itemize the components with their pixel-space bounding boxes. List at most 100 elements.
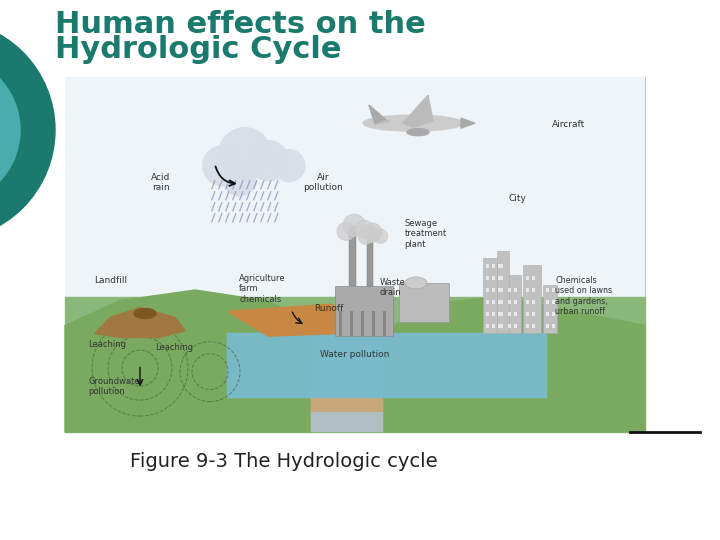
Text: Figure 9-3 The Hydrologic cycle: Figure 9-3 The Hydrologic cycle bbox=[130, 452, 438, 471]
Circle shape bbox=[249, 141, 289, 181]
Bar bbox=[546, 323, 549, 328]
Bar bbox=[492, 323, 495, 328]
Bar bbox=[485, 288, 489, 292]
Text: Hydrologic Cycle: Hydrologic Cycle bbox=[55, 35, 341, 64]
Polygon shape bbox=[228, 304, 366, 336]
Bar bbox=[552, 323, 554, 328]
Bar bbox=[505, 275, 521, 333]
Bar bbox=[531, 323, 534, 328]
Bar bbox=[513, 288, 516, 292]
Ellipse shape bbox=[405, 277, 427, 289]
Polygon shape bbox=[369, 105, 385, 123]
Bar bbox=[383, 311, 386, 336]
Bar bbox=[498, 300, 500, 303]
Circle shape bbox=[343, 214, 365, 236]
Bar bbox=[508, 288, 510, 292]
Bar bbox=[498, 312, 500, 315]
Bar bbox=[552, 312, 554, 315]
Circle shape bbox=[364, 223, 382, 241]
Circle shape bbox=[337, 222, 355, 240]
Bar bbox=[552, 300, 554, 303]
Ellipse shape bbox=[134, 308, 156, 319]
Bar bbox=[526, 312, 528, 315]
Text: Water pollution: Water pollution bbox=[320, 350, 390, 359]
Polygon shape bbox=[228, 333, 546, 396]
Bar bbox=[492, 275, 495, 280]
Bar bbox=[526, 275, 528, 280]
Bar bbox=[500, 264, 503, 268]
Polygon shape bbox=[403, 95, 433, 127]
Circle shape bbox=[203, 146, 243, 186]
Bar bbox=[338, 311, 342, 336]
Bar bbox=[500, 275, 503, 280]
Polygon shape bbox=[384, 297, 645, 432]
Bar bbox=[526, 288, 528, 292]
Polygon shape bbox=[95, 307, 185, 338]
Bar bbox=[498, 264, 500, 268]
Bar bbox=[546, 288, 549, 292]
Bar bbox=[523, 265, 541, 333]
Text: Runoff: Runoff bbox=[315, 304, 343, 313]
Bar bbox=[361, 311, 364, 336]
Bar bbox=[513, 323, 516, 328]
Bar bbox=[65, 413, 645, 432]
Ellipse shape bbox=[363, 115, 463, 131]
Bar bbox=[372, 311, 375, 336]
Bar bbox=[492, 264, 495, 268]
Bar bbox=[500, 300, 503, 303]
Text: Aircraft: Aircraft bbox=[552, 119, 585, 129]
Text: Human effects on the: Human effects on the bbox=[55, 10, 426, 39]
Bar bbox=[492, 288, 495, 292]
Bar bbox=[349, 226, 356, 286]
Bar bbox=[65, 396, 645, 432]
Bar bbox=[498, 288, 500, 292]
Bar bbox=[65, 77, 645, 297]
Bar bbox=[526, 300, 528, 303]
Bar bbox=[335, 286, 392, 336]
Bar bbox=[546, 300, 549, 303]
Bar bbox=[485, 275, 489, 280]
Text: Sewage
treatment
plant: Sewage treatment plant bbox=[405, 219, 446, 249]
Bar bbox=[531, 312, 534, 315]
Text: Acid
rain: Acid rain bbox=[151, 173, 171, 192]
Bar bbox=[531, 275, 534, 280]
Bar bbox=[498, 275, 500, 280]
Bar bbox=[531, 300, 534, 303]
Text: City: City bbox=[508, 194, 526, 203]
Text: Landfill: Landfill bbox=[94, 276, 127, 285]
Bar bbox=[498, 323, 500, 328]
Bar bbox=[492, 312, 495, 315]
Text: Groundwater
pollution: Groundwater pollution bbox=[89, 377, 143, 396]
Text: Leaching: Leaching bbox=[89, 340, 126, 349]
Circle shape bbox=[359, 230, 373, 244]
Bar bbox=[500, 288, 503, 292]
Circle shape bbox=[273, 150, 305, 182]
Bar bbox=[543, 285, 557, 333]
Polygon shape bbox=[461, 118, 475, 128]
Bar bbox=[508, 300, 510, 303]
Bar bbox=[398, 283, 449, 322]
Bar bbox=[350, 311, 353, 336]
Bar bbox=[526, 323, 528, 328]
Bar bbox=[546, 312, 549, 315]
Bar bbox=[492, 300, 495, 303]
Circle shape bbox=[355, 220, 373, 238]
Circle shape bbox=[219, 128, 271, 180]
Bar bbox=[500, 312, 503, 315]
Circle shape bbox=[0, 55, 20, 205]
Text: Leaching: Leaching bbox=[155, 343, 193, 352]
Bar bbox=[508, 323, 510, 328]
Ellipse shape bbox=[407, 129, 429, 136]
Polygon shape bbox=[65, 290, 310, 432]
Bar bbox=[485, 312, 489, 315]
Polygon shape bbox=[65, 297, 645, 432]
Bar bbox=[485, 300, 489, 303]
Text: Air
pollution: Air pollution bbox=[303, 173, 343, 192]
Circle shape bbox=[224, 164, 256, 195]
Bar bbox=[500, 323, 503, 328]
Bar bbox=[485, 264, 489, 268]
Text: Agriculture
farm
chemicals: Agriculture farm chemicals bbox=[239, 274, 286, 304]
Bar bbox=[65, 77, 645, 432]
Bar bbox=[482, 258, 503, 333]
Polygon shape bbox=[369, 105, 389, 124]
